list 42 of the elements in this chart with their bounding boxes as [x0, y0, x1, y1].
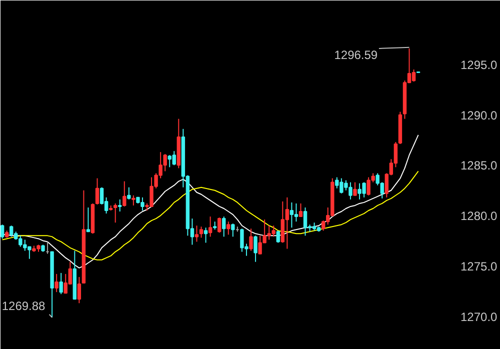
candlestick: [54, 273, 58, 293]
candlestick: [412, 68, 416, 82]
y-tick-label: 1295.0: [460, 58, 498, 72]
line-series: [2, 170, 419, 260]
line-series: [2, 134, 419, 268]
candlestick: [199, 226, 204, 238]
candlestick: [226, 221, 230, 236]
candlestick: [285, 196, 290, 250]
candlestick: [127, 186, 131, 200]
y-tick-label: 1275.0: [460, 259, 498, 274]
candlestick: [249, 228, 253, 252]
y-tick-label: 1285.0: [460, 158, 498, 173]
candlestick: [132, 194, 136, 206]
candlestick: [77, 276, 82, 304]
annotation: 1269.88: [2, 298, 46, 313]
candlestick: [118, 198, 122, 212]
candlestick: [276, 230, 280, 244]
candlestick: [95, 178, 100, 205]
candlestick: [294, 202, 298, 222]
candlestick: [298, 202, 303, 218]
candlestick: [303, 206, 308, 236]
candlestick: [204, 227, 208, 244]
candlestick: [217, 217, 222, 234]
candlestick: [113, 202, 118, 224]
candlestick: [59, 272, 63, 295]
candlestick: [122, 180, 126, 207]
candlestick: [172, 150, 176, 166]
candlestick: [353, 182, 357, 196]
y-tick-label: 1270.0: [460, 310, 498, 324]
y-tick-label: 1280.0: [460, 209, 498, 224]
candlestick: [290, 202, 294, 228]
candlestick: [86, 206, 90, 232]
candlestick: [194, 225, 199, 242]
candlestick: [231, 223, 235, 238]
candlestick: [0, 224, 4, 240]
annotation: 1296.59: [334, 48, 378, 62]
candlestick: [208, 216, 212, 238]
y-tick-label: 1290.0: [460, 108, 498, 122]
candlestick: [254, 235, 258, 262]
candlestick: [280, 200, 285, 244]
candlestick: [222, 216, 226, 238]
candlestick: [9, 225, 14, 238]
